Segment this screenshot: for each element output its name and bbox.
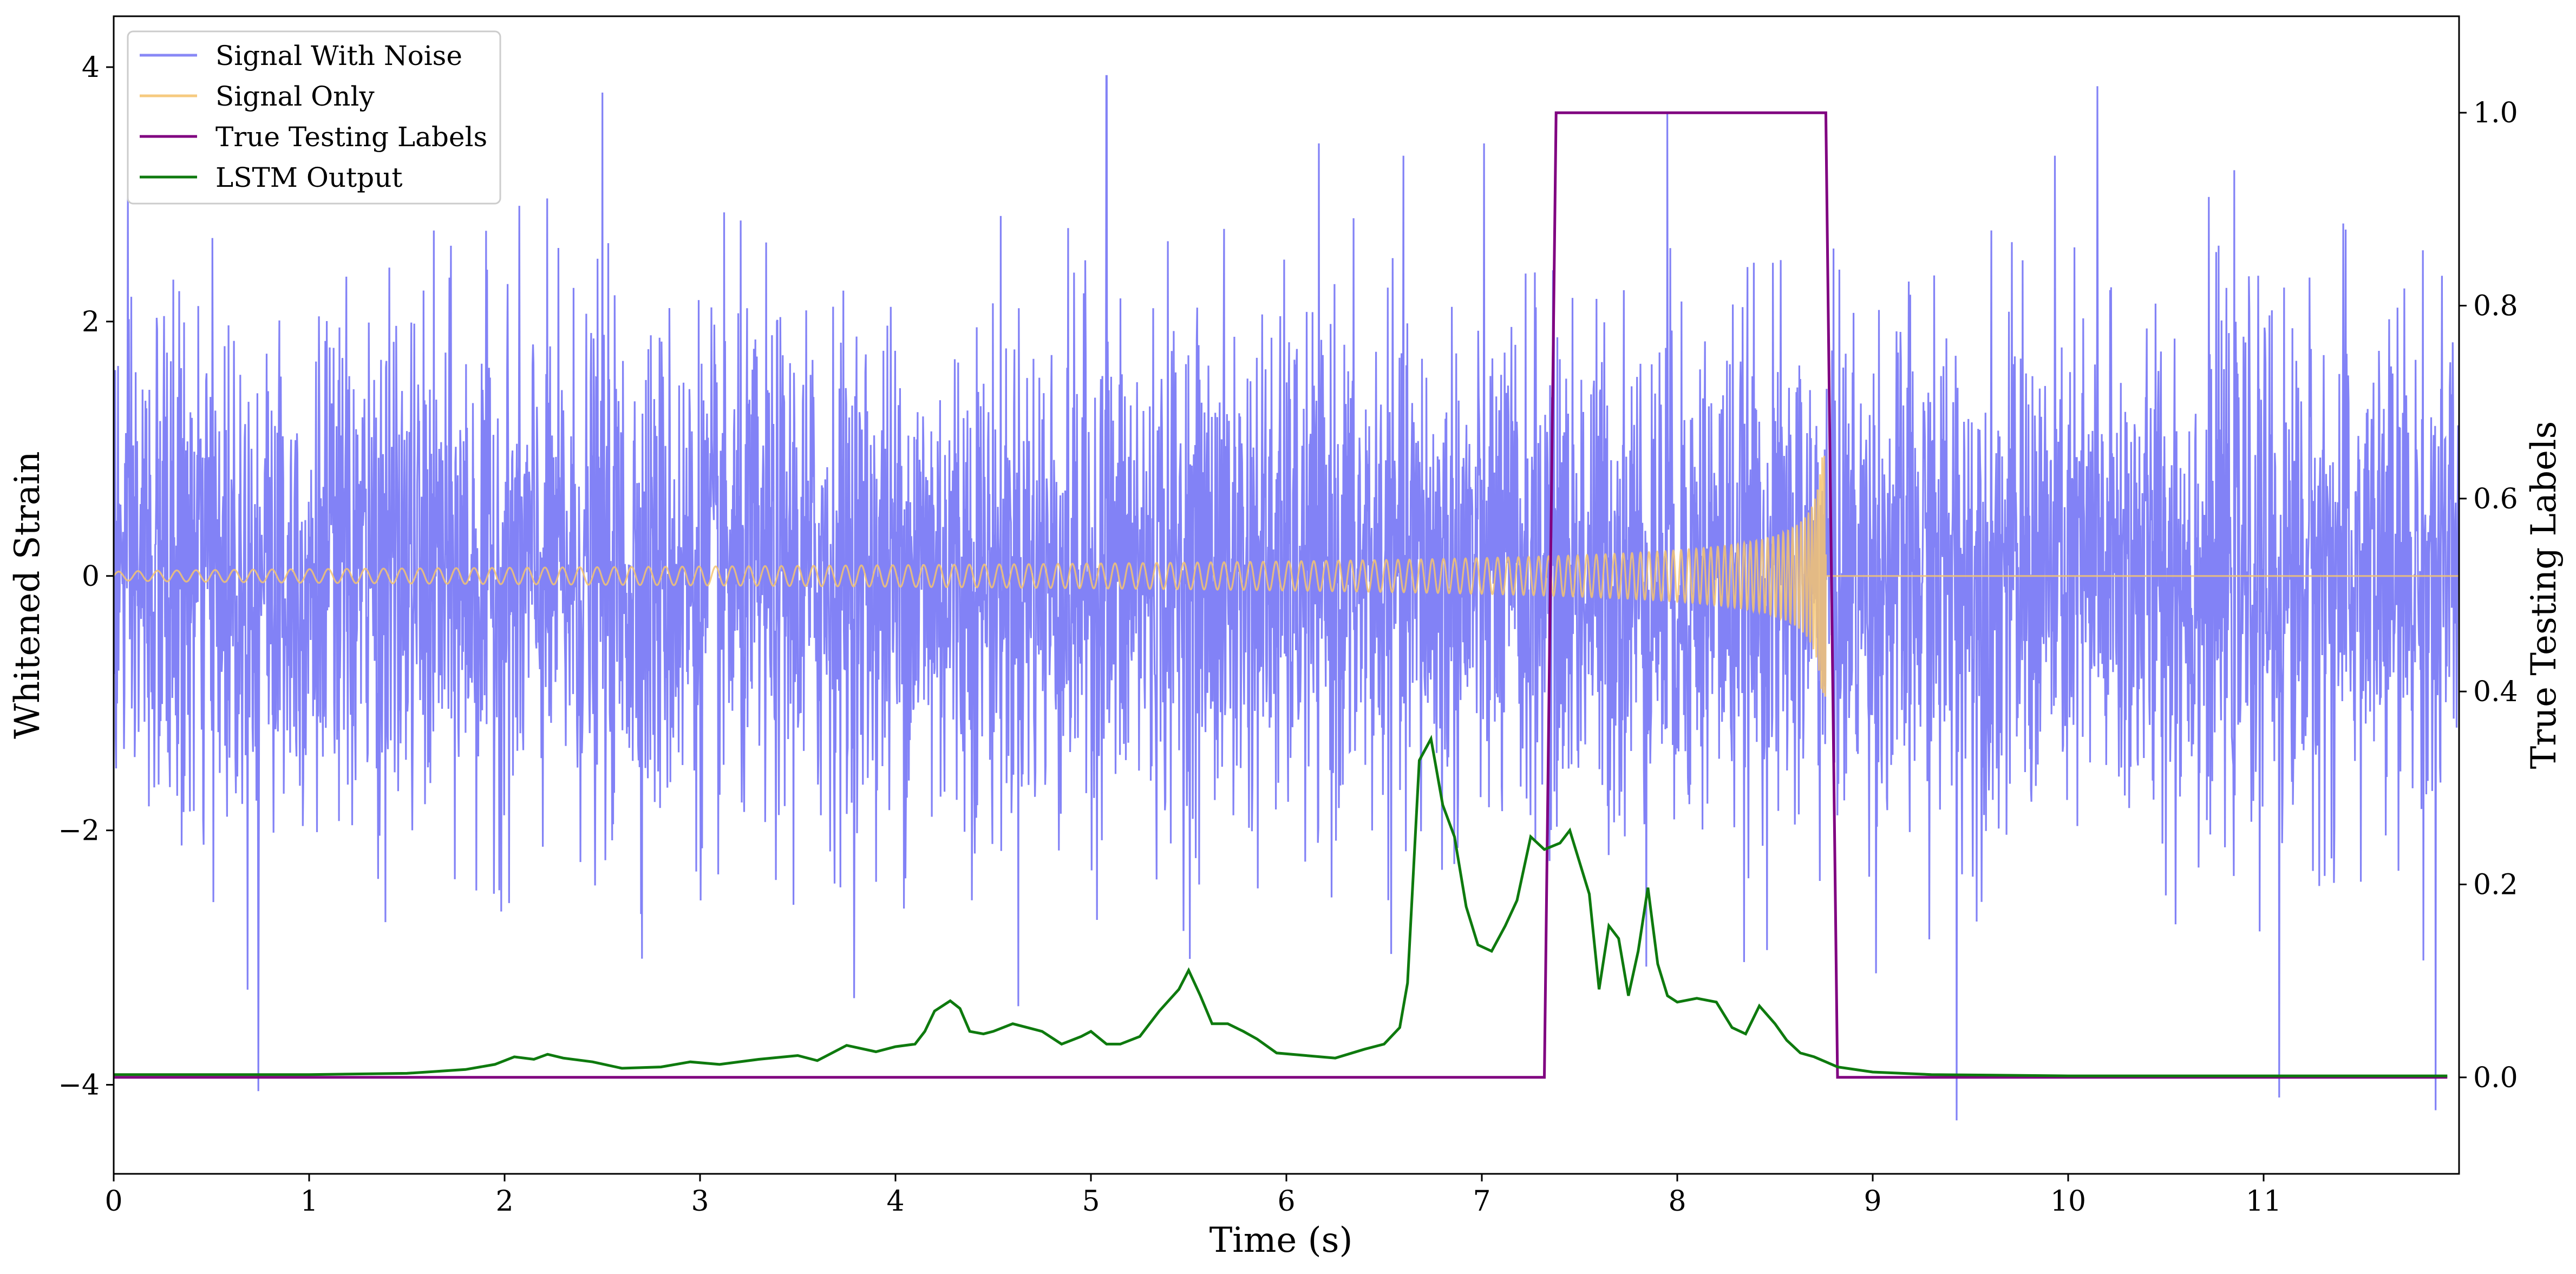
x-tick-label: 9 <box>1864 1185 1881 1218</box>
series-signal-only <box>114 455 2459 697</box>
x-tick-label: 4 <box>886 1185 904 1218</box>
x-tick-label: 6 <box>1277 1185 1295 1218</box>
y-right-tick-label: 0.0 <box>2473 1062 2518 1094</box>
legend-label: True Testing Labels <box>215 121 487 153</box>
series-lstm-output <box>114 735 2448 1077</box>
y-axis-left: 4 2 0 −2 −4 <box>58 51 114 1102</box>
legend-label: Signal With Noise <box>215 40 462 71</box>
y-right-tick-label: 0.4 <box>2473 676 2518 708</box>
x-tick-label: 8 <box>1668 1185 1686 1218</box>
series-true-testing-labels <box>114 111 2448 1079</box>
y-left-tick-label: 4 <box>82 51 100 84</box>
y-right-tick-label: 1.0 <box>2473 97 2518 129</box>
y-axis-right-title: True Testing Labels <box>2524 421 2564 769</box>
x-axis-title: Time (s) <box>1209 1220 1353 1260</box>
series-layer <box>114 75 2459 1121</box>
x-tick-label: 3 <box>691 1185 709 1218</box>
legend: Signal With Noise Signal Only True Testing… <box>127 30 501 205</box>
y-left-tick-label: 2 <box>82 306 100 338</box>
x-tick-label: 0 <box>104 1185 122 1218</box>
x-tick-label: 5 <box>1082 1185 1100 1218</box>
x-tick-label: 7 <box>1473 1185 1490 1218</box>
x-tick-label: 2 <box>495 1185 513 1218</box>
x-tick-label: 1 <box>300 1185 318 1218</box>
y-axis-right: 1.0 0.8 0.6 0.4 0.2 0.0 <box>2459 97 2518 1094</box>
y-right-tick-label: 0.2 <box>2473 869 2518 901</box>
y-axis-left-title: Whitened Strain <box>8 451 48 739</box>
y-left-tick-label: −2 <box>58 815 100 847</box>
y-right-tick-label: 0.6 <box>2473 483 2518 515</box>
x-tick-label: 11 <box>2246 1185 2281 1218</box>
y-left-tick-label: 0 <box>82 560 100 593</box>
x-tick-label: 10 <box>2050 1185 2086 1218</box>
legend-label: Signal Only <box>215 81 375 112</box>
y-left-tick-label: −4 <box>58 1069 100 1102</box>
series-signal-with-noise <box>114 75 2459 1121</box>
legend-label: LSTM Output <box>215 162 402 193</box>
x-axis: 0 1 2 3 4 5 6 7 8 9 10 11 <box>104 1174 2281 1218</box>
y-right-tick-label: 0.8 <box>2473 290 2518 323</box>
legend-box <box>127 30 501 205</box>
